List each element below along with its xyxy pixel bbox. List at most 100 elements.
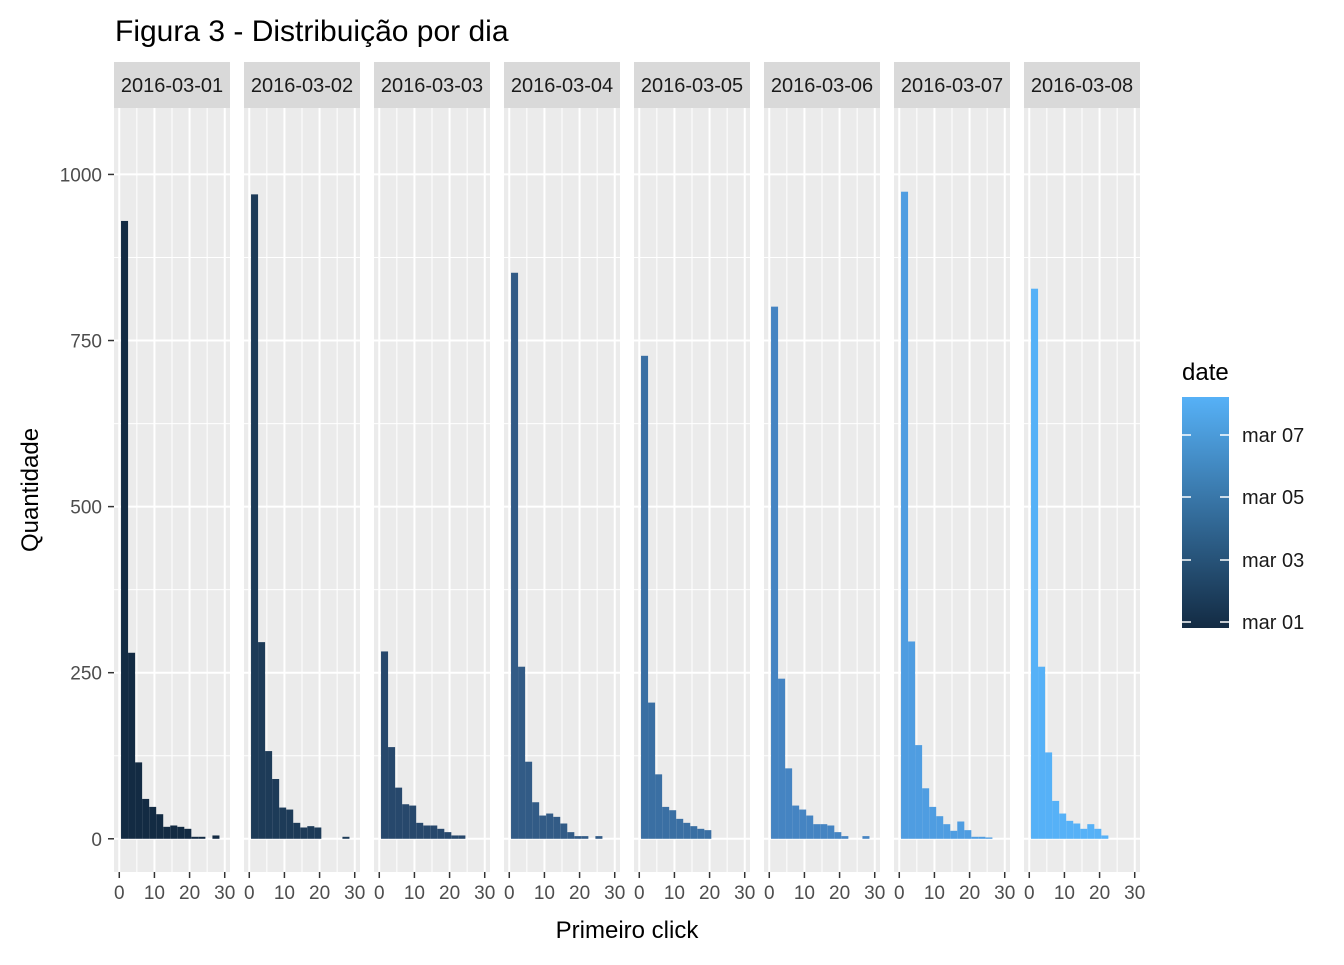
- histogram-bar: [785, 768, 793, 839]
- facet-strip: [374, 62, 490, 108]
- histogram-bar: [163, 826, 171, 839]
- facet-panel-2016-03-07: 2016-03-07 0 10 20 30: [894, 62, 1015, 904]
- histogram-bar: [314, 827, 322, 839]
- x-axis-title: Primeiro click: [556, 917, 700, 944]
- histogram-bar: [1073, 823, 1081, 839]
- x-tick-label: 10: [1054, 883, 1075, 904]
- histogram-bar: [198, 836, 206, 839]
- histogram-bar: [518, 666, 526, 839]
- facet-strip-label: 2016-03-01: [121, 75, 223, 97]
- x-tick-label: 0: [244, 883, 255, 904]
- legend-label: mar 07: [1242, 425, 1304, 447]
- histogram-bar: [395, 787, 403, 839]
- histogram-bar: [1059, 813, 1067, 839]
- histogram-bar: [511, 272, 519, 839]
- y-tick-label: 250: [70, 664, 102, 685]
- legend-colorbar: [1182, 397, 1229, 628]
- histogram-bar: [806, 815, 814, 839]
- histogram-bar: [581, 836, 589, 839]
- legend-ticks: mar 07 mar 05 mar 03 mar 01: [1182, 425, 1304, 634]
- histogram-bar: [574, 836, 582, 839]
- histogram-bar: [1052, 800, 1060, 839]
- x-tick-label: 30: [604, 883, 625, 904]
- x-tick-label: 0: [114, 883, 125, 904]
- histogram-bar: [697, 828, 705, 839]
- facet-strip: [1024, 62, 1140, 108]
- histogram-bar: [704, 830, 712, 839]
- x-tick-label: 20: [959, 883, 980, 904]
- facet-strip: [504, 62, 620, 108]
- histogram-bar: [265, 751, 273, 839]
- histogram-bar: [177, 826, 185, 839]
- facet-panel-2016-03-08: 2016-03-08 0 10 20 30: [1024, 62, 1145, 904]
- histogram-bar: [532, 802, 540, 839]
- histogram-bar: [683, 822, 691, 839]
- histogram-bar: [1080, 828, 1088, 839]
- histogram-bar: [128, 652, 136, 839]
- x-tick-label: 20: [569, 883, 590, 904]
- histogram-bar: [212, 835, 220, 839]
- histogram-bar: [662, 806, 670, 839]
- facet-strip-label: 2016-03-02: [251, 75, 353, 97]
- facet-strip-label: 2016-03-05: [641, 75, 743, 97]
- histogram-bar: [1101, 835, 1109, 839]
- histogram-bar: [525, 761, 533, 839]
- x-tick-label: 0: [764, 883, 775, 904]
- histogram-bar: [799, 809, 807, 839]
- y-tick-label: 500: [70, 498, 102, 519]
- x-tick-label: 0: [634, 883, 645, 904]
- y-tick-label: 750: [70, 332, 102, 353]
- histogram-bar: [957, 821, 965, 839]
- x-tick-label: 30: [994, 883, 1015, 904]
- x-tick-label: 20: [1089, 883, 1110, 904]
- histogram-bar: [922, 788, 930, 839]
- histogram-bar: [272, 778, 280, 839]
- x-tick-label: 10: [144, 883, 165, 904]
- x-tick-label: 10: [534, 883, 555, 904]
- facet-panel-2016-03-06: 2016-03-06 0 10 20 30: [764, 62, 885, 904]
- histogram-bar: [595, 836, 603, 839]
- x-tick-label: 30: [864, 883, 885, 904]
- histogram-bar: [1038, 666, 1046, 839]
- histogram-bar: [539, 815, 547, 839]
- facet-strip-label: 2016-03-07: [901, 75, 1003, 97]
- histogram-bar: [142, 798, 150, 839]
- histogram-bar: [964, 830, 972, 839]
- histogram-bar: [121, 220, 129, 839]
- histogram-bar: [567, 832, 575, 839]
- histogram-bar: [553, 816, 561, 839]
- histogram-bar: [402, 804, 410, 839]
- histogram-bar: [915, 745, 923, 839]
- y-axis: 0 250 500 750 1000: [60, 165, 114, 851]
- histogram-bar: [381, 651, 389, 839]
- x-tick-label: 10: [794, 883, 815, 904]
- x-tick-label: 10: [274, 883, 295, 904]
- histogram-bar: [655, 774, 663, 839]
- x-tick-label: 0: [1024, 883, 1035, 904]
- histogram-bar: [862, 836, 870, 839]
- legend: date mar 07 mar 05 mar 03 mar 01: [1182, 359, 1304, 634]
- histogram-bar: [307, 826, 315, 839]
- legend-label: mar 03: [1242, 550, 1304, 572]
- facet-strip-label: 2016-03-06: [771, 75, 873, 97]
- histogram-bar: [669, 810, 677, 839]
- histogram-bar: [251, 194, 259, 839]
- facet-strip-label: 2016-03-08: [1031, 75, 1133, 97]
- histogram-bar: [546, 813, 554, 839]
- histogram-bar: [827, 825, 835, 839]
- histogram-bar: [430, 825, 438, 839]
- histogram-bar: [293, 822, 301, 839]
- facet-panels: 2016-03-01 0 10 20 30 2016-03-02 0 10 20 30 2016-0…: [114, 62, 1145, 904]
- histogram-bar: [437, 828, 445, 839]
- histogram-bar: [1087, 824, 1095, 839]
- histogram-bar: [444, 832, 452, 839]
- facet-panel-2016-03-03: 2016-03-03 0 10 20 30: [374, 62, 495, 904]
- x-tick-label: 0: [504, 883, 515, 904]
- x-tick-label: 20: [439, 883, 460, 904]
- x-tick-label: 10: [664, 883, 685, 904]
- histogram-bar: [936, 816, 944, 839]
- histogram-bar: [676, 818, 684, 839]
- x-tick-label: 0: [374, 883, 385, 904]
- histogram-bar: [641, 355, 649, 839]
- x-tick-label: 0: [894, 883, 905, 904]
